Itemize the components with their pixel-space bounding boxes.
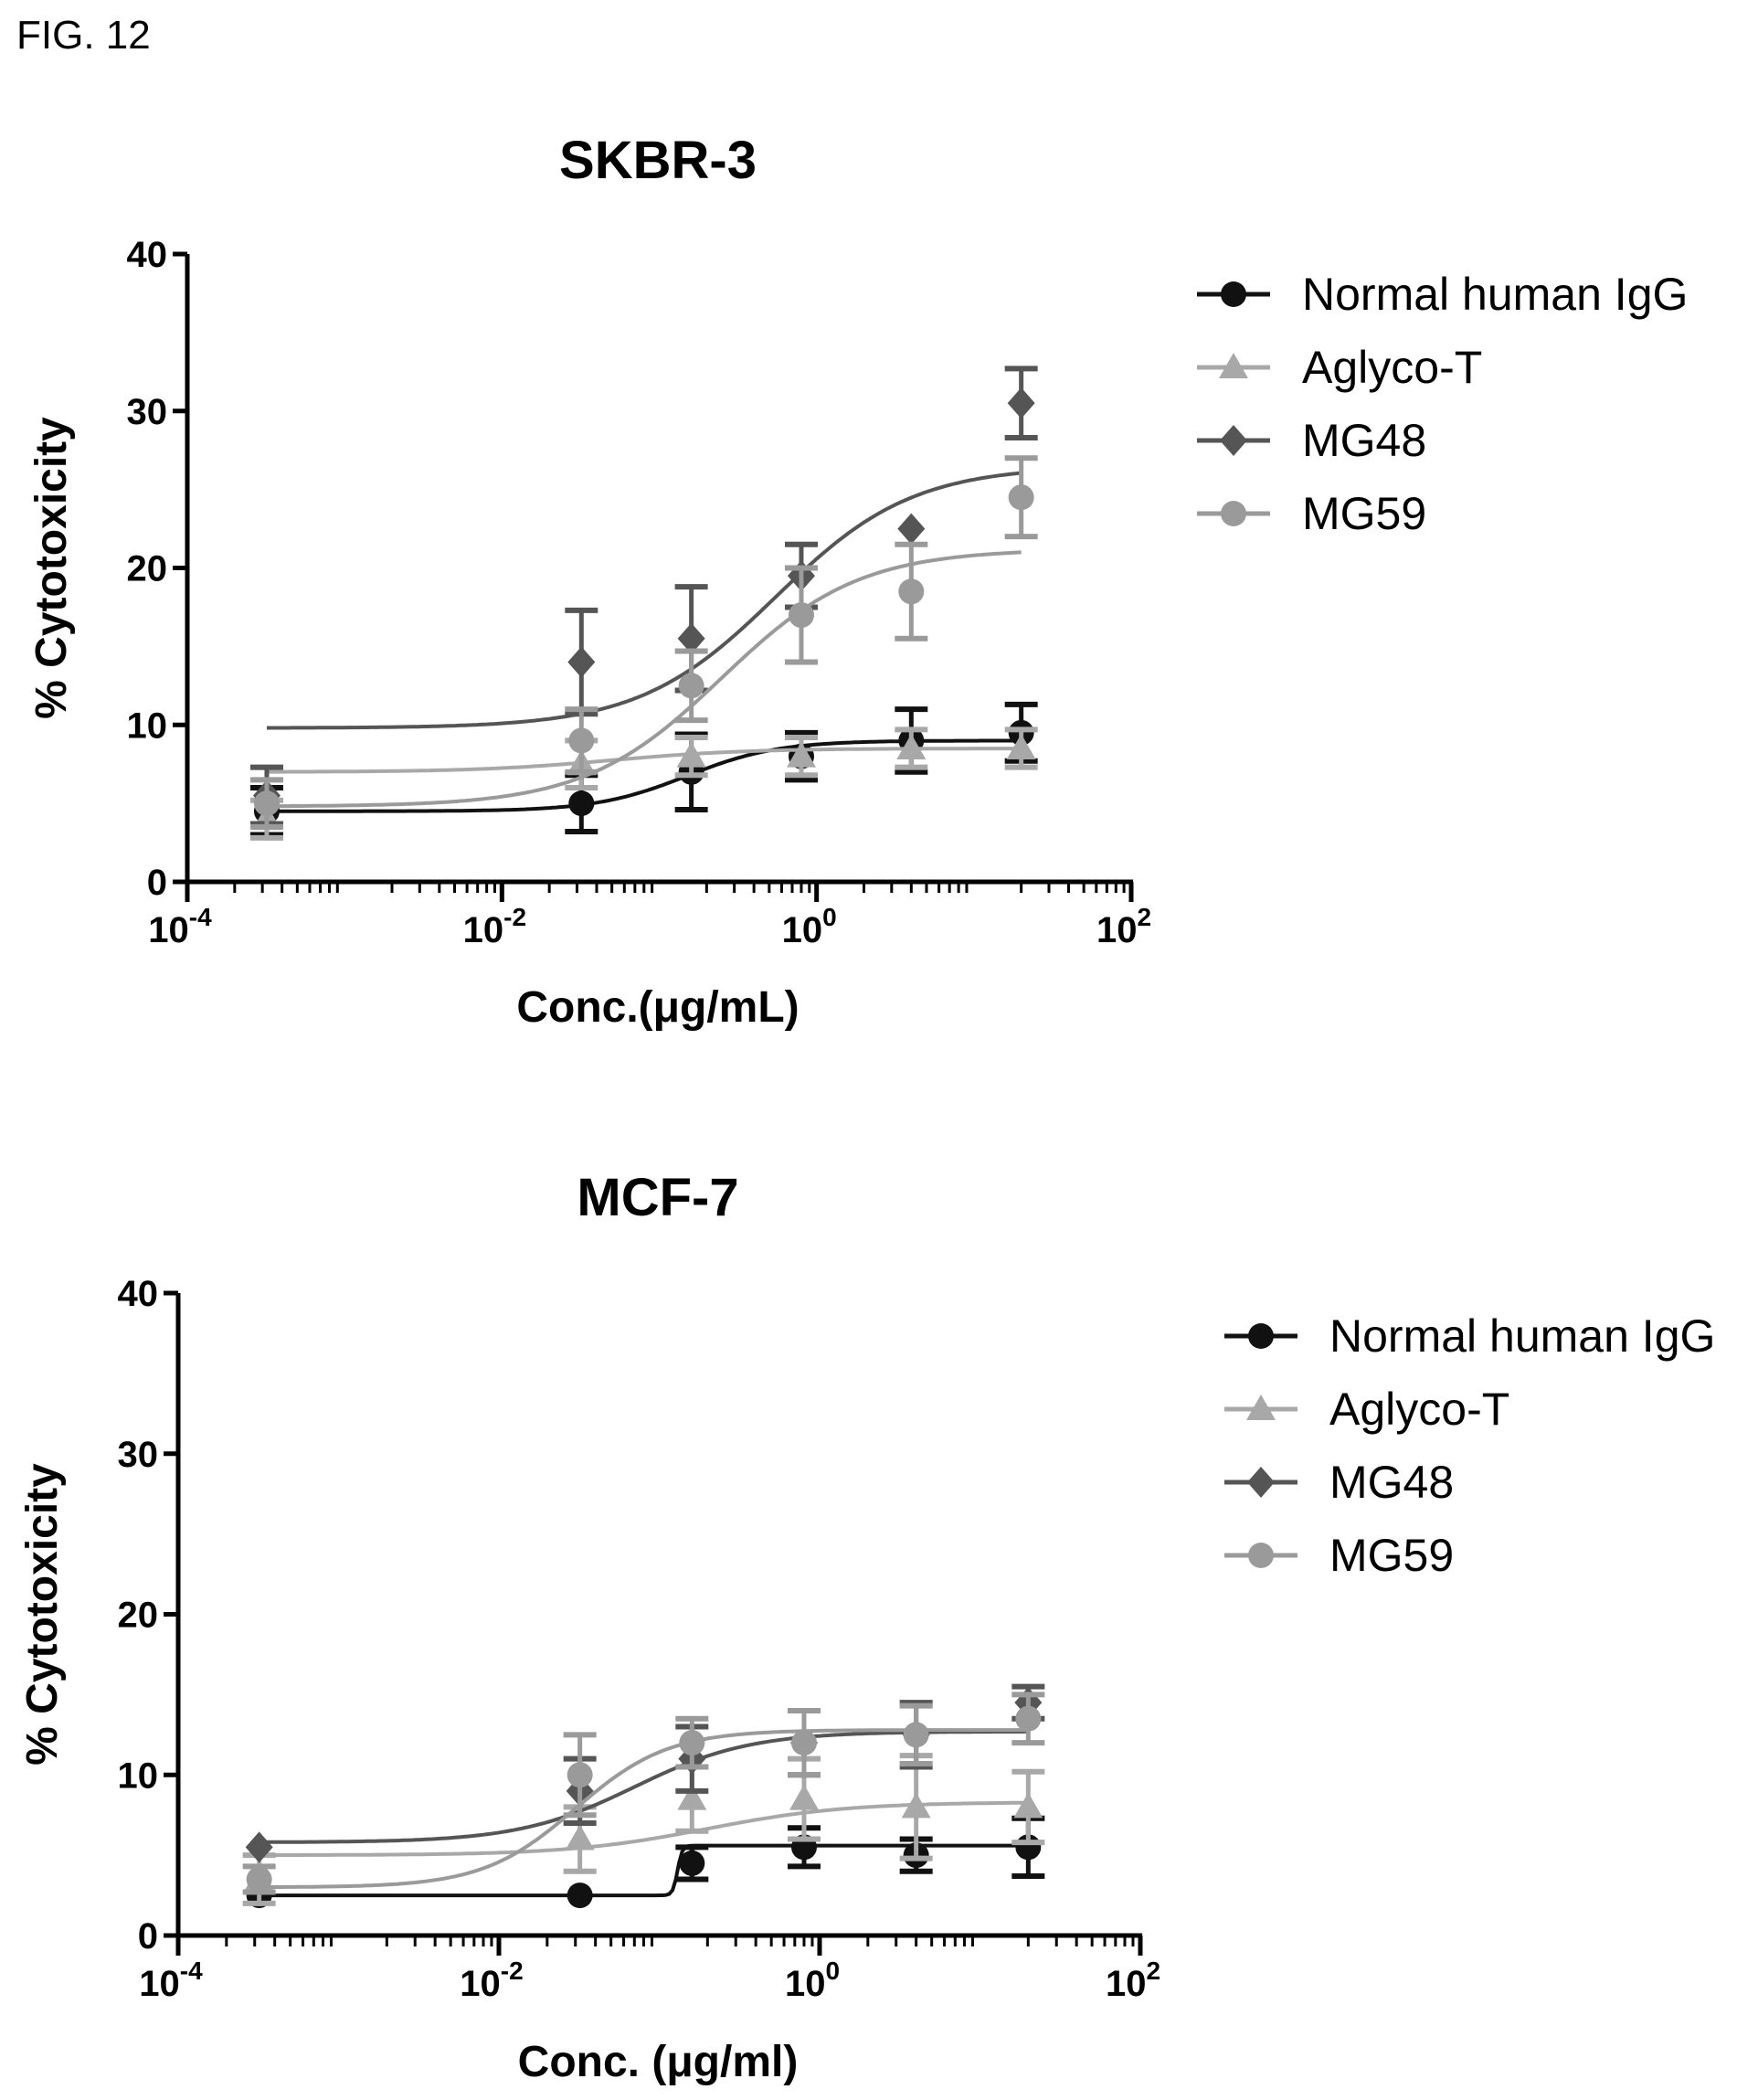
- data-point: [678, 673, 704, 699]
- fit-curve: [267, 747, 1022, 774]
- chart-title: MCF-7: [577, 1168, 738, 1227]
- x-tick-label: 10-4: [148, 903, 212, 950]
- data-point: [567, 646, 596, 678]
- y-axis-label: % Cytotoxicity: [18, 1463, 67, 1766]
- data-point: [903, 1722, 929, 1748]
- legend-entry: MG59: [1224, 1530, 1454, 1581]
- data-point: [1006, 734, 1036, 760]
- y-tick-label: 20: [118, 1596, 159, 1636]
- y-tick-label: 10: [118, 1755, 159, 1796]
- data-point: [788, 602, 814, 629]
- x-tick-label: 102: [1106, 1957, 1160, 2004]
- x-tick-label: 102: [1096, 903, 1151, 950]
- y-tick-label: 30: [118, 1435, 159, 1475]
- chart-panel-1: SKBR-3 0 10 20 30 40 10-4 10-2 100 102 Conc.(μg/mL…: [27, 131, 1688, 1032]
- legend-marker: [1220, 425, 1247, 456]
- legend-entry: MG59: [1197, 488, 1426, 539]
- fit-curve: [259, 1729, 1029, 1844]
- legend-label: Aglyco-T: [1302, 342, 1482, 393]
- series-mg59: [242, 1692, 1045, 1895]
- data-point: [679, 1730, 705, 1756]
- data-point: [898, 578, 925, 605]
- x-tick-label: 10-2: [460, 1957, 523, 2004]
- series-normal-human-igg: [246, 1815, 1045, 1909]
- fit-curve: [267, 550, 1022, 809]
- axes: 0 10 20 30 40 10-4 10-2 100 102: [118, 1274, 1161, 2004]
- data-point: [253, 790, 280, 817]
- data-point: [246, 1866, 272, 1893]
- series-mg48: [245, 1683, 1045, 1863]
- data-point: [568, 727, 595, 754]
- data-point: [567, 1762, 593, 1788]
- chart-title: SKBR-3: [559, 131, 757, 190]
- y-tick-label: 40: [127, 235, 168, 275]
- legend-label: MG59: [1329, 1530, 1454, 1581]
- y-tick-label: 20: [127, 549, 168, 589]
- y-tick-label: 0: [147, 863, 167, 903]
- legend-marker: [1219, 353, 1248, 378]
- series-aglyco-t: [242, 1753, 1045, 1906]
- legend: Normal human IgG Aglyco-T MG48 MG59: [1224, 1310, 1715, 1581]
- data-point: [1007, 387, 1035, 419]
- legend-entry: Aglyco-T: [1224, 1384, 1509, 1435]
- x-tick-label: 100: [785, 1957, 840, 2004]
- data-point: [786, 741, 816, 768]
- legend-label: MG48: [1302, 415, 1426, 466]
- legend-marker: [1247, 1467, 1275, 1498]
- y-tick-label: 40: [118, 1274, 159, 1314]
- fit-curve: [267, 471, 1022, 730]
- legend-marker: [1221, 501, 1246, 526]
- figure-label: FIG. 12: [16, 13, 151, 58]
- data-point: [1008, 484, 1034, 511]
- legend-marker: [1248, 1543, 1274, 1568]
- data-point: [677, 622, 705, 654]
- data-point: [790, 1730, 817, 1756]
- legend-entry: Normal human IgG: [1224, 1310, 1715, 1362]
- data-point: [567, 1883, 593, 1909]
- legend-label: Normal human IgG: [1329, 1310, 1715, 1362]
- y-tick-label: 30: [127, 392, 168, 432]
- x-axis-label: Conc.(μg/mL): [516, 983, 799, 1032]
- data-point: [677, 1784, 707, 1810]
- data-point: [245, 1831, 273, 1863]
- data-point: [565, 1824, 595, 1851]
- x-tick-label: 100: [782, 903, 837, 950]
- y-tick-label: 0: [138, 1916, 158, 1957]
- legend-entry: MG48: [1197, 415, 1426, 466]
- fit-curve: [267, 738, 1022, 813]
- legend-marker: [1221, 281, 1246, 307]
- data-point: [897, 513, 926, 545]
- data-point: [901, 1792, 931, 1819]
- legend-label: MG59: [1302, 488, 1426, 539]
- data-point: [568, 790, 595, 817]
- y-axis-label: % Cytotoxicity: [27, 417, 76, 719]
- legend-marker: [1246, 1395, 1276, 1420]
- legend-marker: [1248, 1323, 1274, 1349]
- x-axis-label: Conc. (μg/ml): [518, 2038, 799, 2086]
- legend-label: Normal human IgG: [1302, 269, 1688, 320]
- data-point: [676, 741, 706, 768]
- axes: 0 10 20 30 40 10-4 10-2 100 102: [127, 235, 1152, 950]
- data-point: [789, 1784, 819, 1810]
- legend-entry: MG48: [1224, 1457, 1454, 1508]
- x-tick-label: 10-2: [463, 903, 526, 950]
- fit-curve: [259, 1843, 1029, 1898]
- data-point: [679, 1850, 705, 1876]
- legend: Normal human IgG Aglyco-T MG48 MG59: [1197, 269, 1688, 539]
- legend-label: MG48: [1329, 1457, 1454, 1508]
- legend-entry: Normal human IgG: [1197, 269, 1688, 320]
- data-point: [1013, 1792, 1043, 1819]
- fit-curve: [259, 1728, 1029, 1890]
- series-mg59: [249, 455, 1038, 830]
- x-tick-label: 10-4: [139, 1957, 203, 2004]
- data-point: [1015, 1705, 1042, 1732]
- data-point: [896, 734, 927, 760]
- legend-entry: Aglyco-T: [1197, 342, 1482, 393]
- fit-curve: [259, 1800, 1029, 1857]
- y-tick-label: 10: [127, 705, 168, 746]
- chart-panel-2: MCF-7 0 10 20 30 40 10-4 10-2 100 102 Conc. (μg/ml…: [18, 1168, 1715, 2086]
- legend-label: Aglyco-T: [1329, 1384, 1509, 1435]
